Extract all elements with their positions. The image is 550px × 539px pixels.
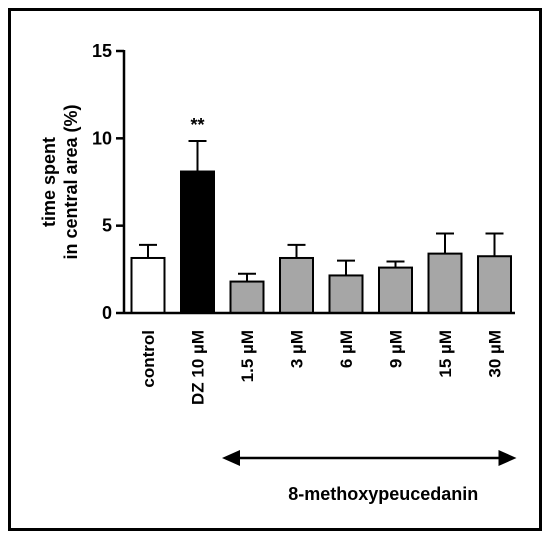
y-tick-label-3: 15 <box>92 41 112 61</box>
category-label-1: DZ 10 µM <box>189 330 208 405</box>
bar-2 <box>229 280 265 314</box>
category-label-4: 6 µM <box>337 330 356 368</box>
group-arrow-right-head <box>498 450 517 466</box>
y-axis-label-line-0: time spent <box>39 137 59 227</box>
bar-5 <box>378 266 413 315</box>
error-bars <box>139 139 504 282</box>
bar-1 <box>180 170 215 314</box>
y-ticks: 0 5 10 15 <box>92 41 124 323</box>
category-label-0: control <box>139 330 158 388</box>
bars <box>130 170 512 315</box>
bar-3 <box>279 256 314 315</box>
y-tick-label-2: 10 <box>92 128 112 148</box>
category-label-6: 15 µM <box>436 330 455 378</box>
category-label-7: 30 µM <box>486 330 505 378</box>
category-label-5: 9 µM <box>387 330 406 368</box>
category-label-2: 1.5 µM <box>238 330 257 382</box>
group-label: 8-methoxypeucedanin <box>288 484 478 504</box>
y-axis-label-line-1: in central area (%) <box>61 104 81 259</box>
bar-0 <box>130 256 166 315</box>
y-tick-label-1: 5 <box>102 216 112 236</box>
group-annotation: ** 8-methoxypeucedanin <box>190 115 517 504</box>
category-label-3: 3 µM <box>288 330 307 368</box>
figure-frame <box>8 8 542 531</box>
y-axis-label: time spent in central area (%) <box>39 104 81 259</box>
bar-4 <box>328 274 364 314</box>
bar-6 <box>427 252 463 314</box>
bar-7 <box>477 255 512 315</box>
group-arrow-left-head <box>222 450 240 466</box>
category-labels: control DZ 10 µM 1.5 µM 3 µM 6 µM 9 µM 15 µM 30… <box>139 330 505 405</box>
y-tick-label-0: 0 <box>102 303 112 323</box>
axes <box>122 50 515 315</box>
significance-label: ** <box>190 115 204 135</box>
